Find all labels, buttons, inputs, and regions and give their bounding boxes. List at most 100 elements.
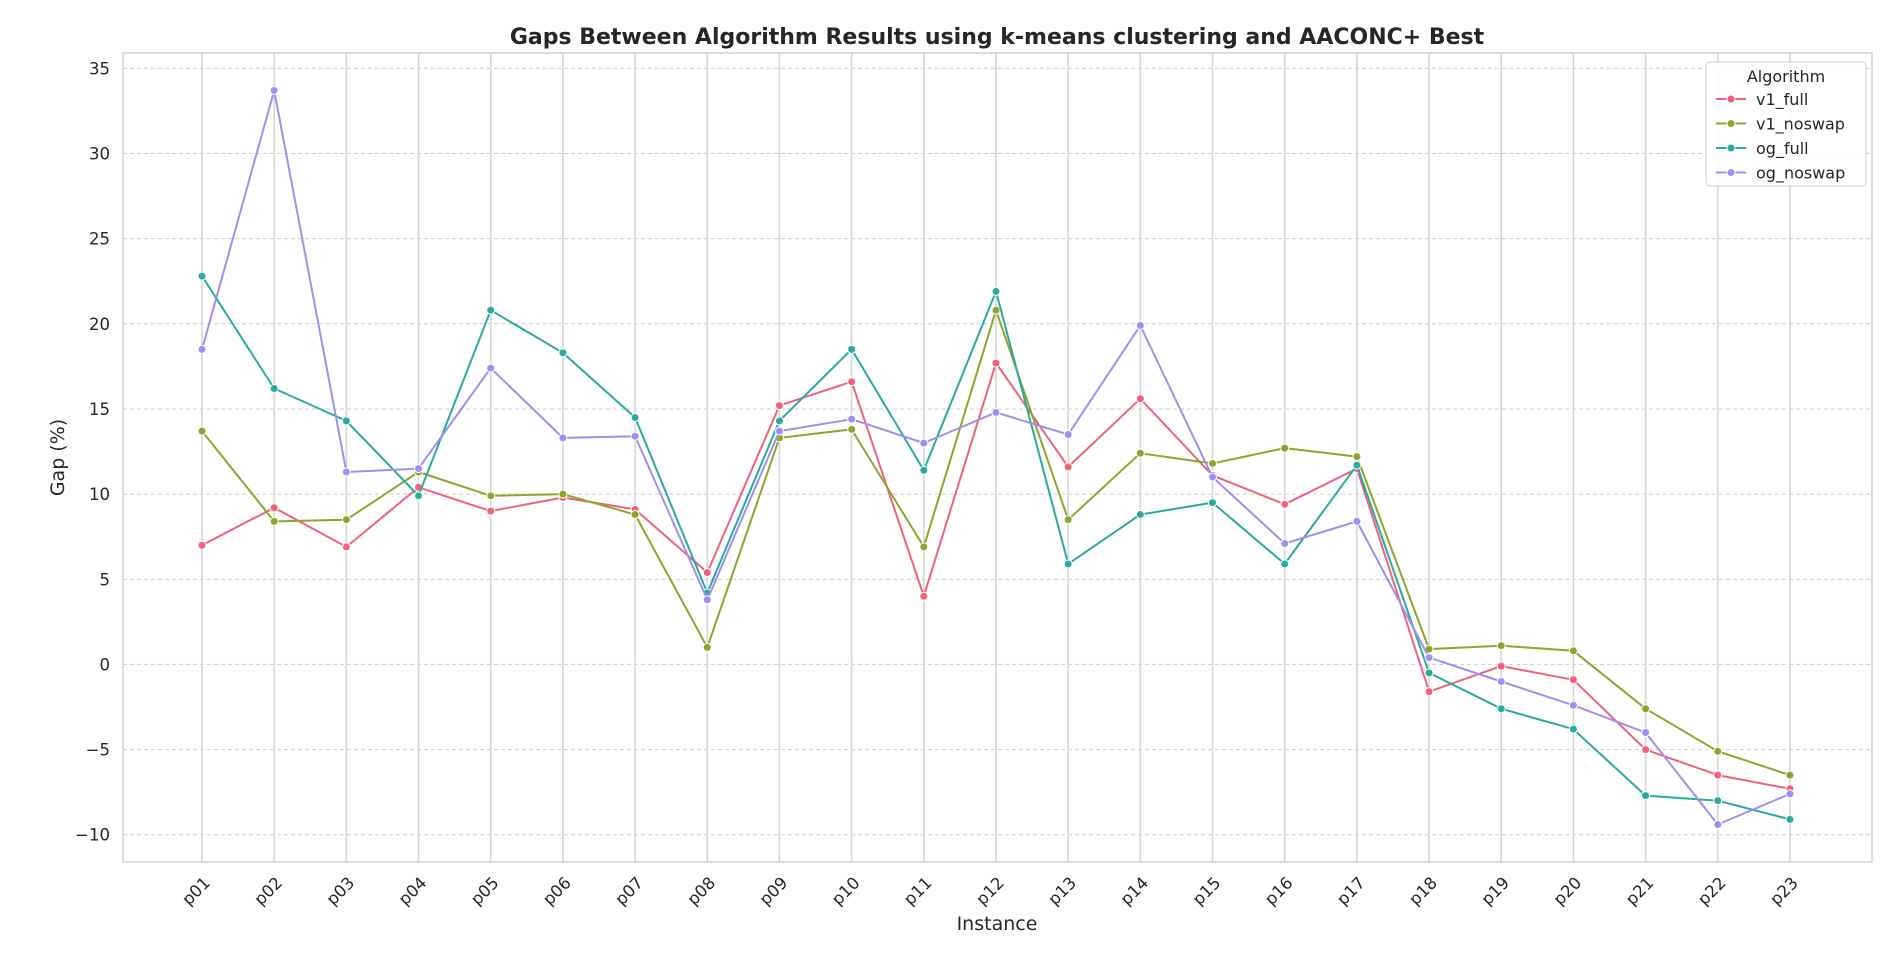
data-point bbox=[1280, 499, 1290, 509]
x-tick-label: p07 bbox=[611, 873, 647, 909]
data-point bbox=[1568, 724, 1578, 734]
legend-item-og_full: og_full bbox=[1716, 139, 1809, 159]
data-point bbox=[1713, 796, 1723, 806]
data-point bbox=[1280, 539, 1290, 549]
data-point bbox=[1496, 641, 1506, 651]
data-point bbox=[991, 407, 1001, 417]
data-point bbox=[1135, 448, 1145, 458]
legend-marker bbox=[1726, 168, 1736, 177]
data-point bbox=[1280, 559, 1290, 569]
data-point bbox=[1135, 321, 1145, 331]
data-point bbox=[486, 363, 496, 373]
legend-title: Algorithm bbox=[1747, 67, 1825, 86]
data-point bbox=[1785, 814, 1795, 824]
data-point bbox=[1063, 430, 1073, 440]
data-point bbox=[1063, 515, 1073, 525]
data-point bbox=[558, 348, 568, 358]
data-point bbox=[1641, 704, 1651, 714]
x-tick-label: p12 bbox=[972, 873, 1008, 909]
data-point bbox=[269, 85, 279, 95]
data-point bbox=[1424, 653, 1434, 663]
x-tick-label: p05 bbox=[467, 873, 503, 909]
data-point bbox=[919, 465, 929, 475]
data-point bbox=[1135, 394, 1145, 404]
data-point bbox=[847, 344, 857, 354]
data-point bbox=[269, 516, 279, 526]
data-point bbox=[991, 358, 1001, 368]
data-point bbox=[630, 412, 640, 422]
x-tick-label: p15 bbox=[1189, 873, 1225, 909]
data-point bbox=[702, 642, 712, 652]
data-point bbox=[341, 416, 351, 426]
x-axis-label: Instance bbox=[957, 913, 1038, 935]
data-point bbox=[1496, 676, 1506, 686]
data-point bbox=[414, 491, 424, 501]
y-tick-label: 15 bbox=[89, 400, 110, 419]
data-point bbox=[919, 542, 929, 552]
data-point bbox=[1424, 687, 1434, 697]
x-tick-label: p10 bbox=[828, 873, 864, 909]
y-axis-label: Gap (%) bbox=[47, 419, 69, 496]
plot-frame bbox=[122, 52, 1873, 863]
data-point bbox=[1568, 700, 1578, 710]
tick-labels: −10 −5 0 5 10 15 20 25 30 35 p01 p02 p03 p04 p05 p06 p07… bbox=[75, 59, 1802, 909]
x-tick-label: p18 bbox=[1405, 873, 1441, 909]
data-point bbox=[1208, 498, 1218, 508]
series-lines bbox=[197, 85, 1795, 830]
data-point bbox=[197, 271, 207, 281]
legend-item-v1_noswap: v1_noswap bbox=[1716, 115, 1845, 135]
x-tick-label: p20 bbox=[1550, 873, 1586, 909]
y-tick-label: −5 bbox=[86, 741, 110, 760]
data-point bbox=[1280, 443, 1290, 453]
legend-label: v1_full bbox=[1756, 90, 1808, 110]
data-point bbox=[341, 515, 351, 525]
data-point bbox=[774, 416, 784, 426]
data-point bbox=[1785, 770, 1795, 780]
data-point bbox=[774, 401, 784, 411]
data-point bbox=[1424, 668, 1434, 678]
data-point bbox=[1785, 789, 1795, 799]
data-point bbox=[1352, 452, 1362, 462]
x-tick-label: p21 bbox=[1622, 873, 1658, 909]
x-tick-label: p02 bbox=[250, 873, 286, 909]
x-tick-label: p17 bbox=[1333, 873, 1369, 909]
data-point bbox=[847, 414, 857, 424]
x-tick-label: p03 bbox=[323, 873, 359, 909]
series-og_noswap bbox=[197, 85, 1795, 830]
data-point bbox=[341, 467, 351, 477]
data-point bbox=[919, 438, 929, 448]
y-tick-label: 35 bbox=[89, 59, 110, 78]
legend-label: og_noswap bbox=[1756, 164, 1845, 184]
data-point bbox=[414, 464, 424, 474]
chart-title: Gaps Between Algorithm Results using k-m… bbox=[510, 25, 1485, 50]
y-tick-label: 0 bbox=[100, 655, 111, 674]
data-point bbox=[1352, 516, 1362, 526]
data-point bbox=[1496, 704, 1506, 714]
data-point bbox=[269, 384, 279, 394]
legend-item-og_noswap: og_noswap bbox=[1716, 164, 1845, 184]
data-point bbox=[558, 433, 568, 443]
data-point bbox=[1641, 791, 1651, 801]
data-point bbox=[1568, 675, 1578, 685]
x-tick-label: p13 bbox=[1044, 873, 1080, 909]
data-point bbox=[847, 424, 857, 434]
data-point bbox=[1063, 559, 1073, 569]
data-point bbox=[702, 595, 712, 605]
x-tick-label: p22 bbox=[1694, 873, 1730, 909]
data-point bbox=[774, 426, 784, 436]
data-point bbox=[269, 503, 279, 513]
data-point bbox=[341, 542, 351, 552]
data-point bbox=[630, 510, 640, 520]
data-point bbox=[1208, 458, 1218, 468]
data-point bbox=[486, 491, 496, 501]
data-point bbox=[1713, 820, 1723, 830]
data-point bbox=[991, 305, 1001, 315]
legend-label: v1_noswap bbox=[1756, 115, 1845, 135]
data-point bbox=[197, 344, 207, 354]
data-point bbox=[1641, 745, 1651, 755]
data-point bbox=[1713, 770, 1723, 780]
data-point bbox=[1496, 661, 1506, 671]
y-tick-label: 5 bbox=[100, 570, 111, 589]
x-tick-label: p01 bbox=[178, 873, 214, 909]
